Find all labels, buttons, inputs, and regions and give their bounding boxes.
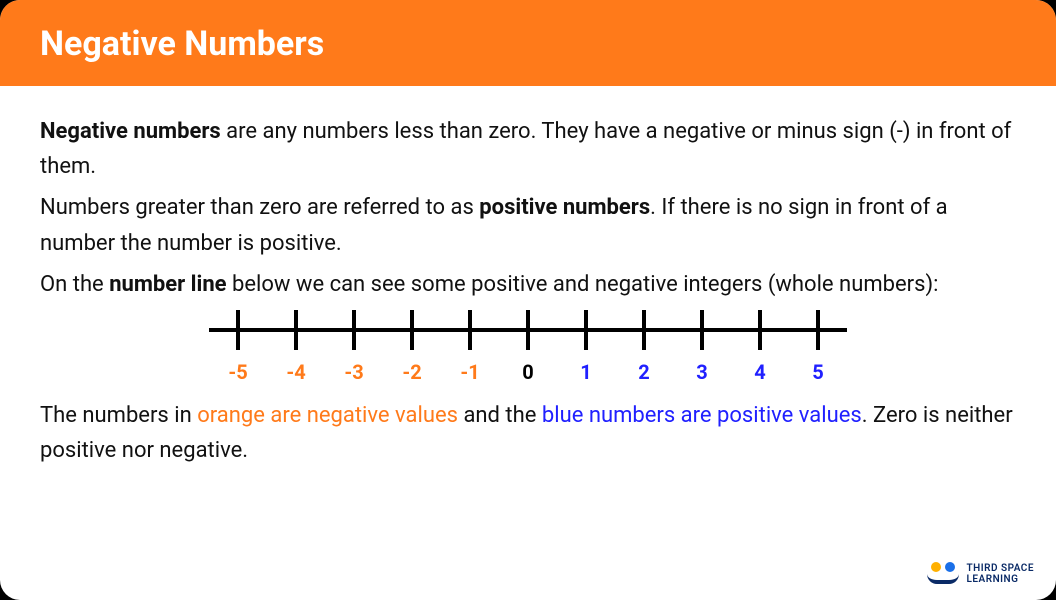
number-line-tick: 2 bbox=[615, 310, 673, 388]
logo-dot-blue bbox=[945, 562, 955, 572]
logo-swoosh bbox=[927, 574, 959, 584]
number-line-tick: 0 bbox=[499, 310, 557, 388]
tick-label: 1 bbox=[580, 356, 591, 388]
card-content: Negative numbers are any numbers less th… bbox=[0, 86, 1056, 468]
tick-label: 4 bbox=[754, 356, 765, 388]
brand-line-1: THIRD SPACE bbox=[967, 563, 1034, 574]
number-line: -5 -4 -3 -2 -1 0 1 2 3 4 5 bbox=[209, 310, 847, 388]
brand-logo: THIRD SPACE LEARNING bbox=[927, 562, 1034, 586]
p3-bold: number line bbox=[109, 272, 226, 297]
logo-dot-yellow bbox=[931, 562, 941, 572]
tick-label: -2 bbox=[402, 356, 421, 388]
p2-bold: positive numbers bbox=[479, 195, 650, 220]
brand-logo-icon bbox=[927, 562, 959, 586]
number-line-tick: -2 bbox=[383, 310, 441, 388]
p2-pre: Numbers greater than zero are referred t… bbox=[40, 195, 479, 220]
p1-bold: Negative numbers bbox=[40, 119, 221, 144]
paragraph-2: Numbers greater than zero are referred t… bbox=[40, 190, 1016, 260]
number-line-ticks: -5 -4 -3 -2 -1 0 1 2 3 4 5 bbox=[209, 310, 847, 388]
p4-b: and the bbox=[458, 403, 542, 428]
number-line-tick: 4 bbox=[731, 310, 789, 388]
tick-label: -4 bbox=[286, 356, 305, 388]
number-line-tick: -3 bbox=[325, 310, 383, 388]
tick-label: 3 bbox=[696, 356, 707, 388]
tick-label: -3 bbox=[344, 356, 363, 388]
number-line-tick: -5 bbox=[209, 310, 267, 388]
tick-label: 5 bbox=[812, 356, 823, 388]
number-line-tick: 1 bbox=[557, 310, 615, 388]
tick-label: -1 bbox=[460, 356, 479, 388]
number-line-tick: 3 bbox=[673, 310, 731, 388]
paragraph-4: The numbers in orange are negative value… bbox=[40, 398, 1016, 468]
number-line-container: -5 -4 -3 -2 -1 0 1 2 3 4 5 bbox=[40, 310, 1016, 388]
number-line-axis bbox=[209, 328, 847, 332]
p4-orange: orange are negative values bbox=[197, 403, 458, 428]
number-line-tick: -1 bbox=[441, 310, 499, 388]
tick-label: 2 bbox=[638, 356, 649, 388]
number-line-tick: 5 bbox=[789, 310, 847, 388]
card-header: Negative Numbers bbox=[0, 0, 1056, 86]
lesson-card: Negative Numbers Negative numbers are an… bbox=[0, 0, 1056, 600]
p3-post: below we can see some positive and negat… bbox=[227, 272, 939, 297]
p4-blue: blue numbers are positive values bbox=[542, 403, 862, 428]
paragraph-1: Negative numbers are any numbers less th… bbox=[40, 114, 1016, 184]
page-title: Negative Numbers bbox=[40, 24, 1016, 64]
p4-a: The numbers in bbox=[40, 403, 197, 428]
p3-pre: On the bbox=[40, 272, 109, 297]
brand-line-2: LEARNING bbox=[967, 574, 1034, 585]
brand-logo-text: THIRD SPACE LEARNING bbox=[967, 563, 1034, 585]
paragraph-3: On the number line below we can see some… bbox=[40, 267, 1016, 302]
tick-label: -5 bbox=[228, 356, 247, 388]
tick-label: 0 bbox=[522, 356, 533, 388]
number-line-tick: -4 bbox=[267, 310, 325, 388]
